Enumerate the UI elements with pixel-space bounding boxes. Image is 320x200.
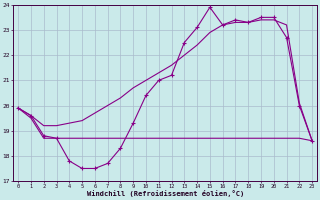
X-axis label: Windchill (Refroidissement éolien,°C): Windchill (Refroidissement éolien,°C) xyxy=(86,190,244,197)
